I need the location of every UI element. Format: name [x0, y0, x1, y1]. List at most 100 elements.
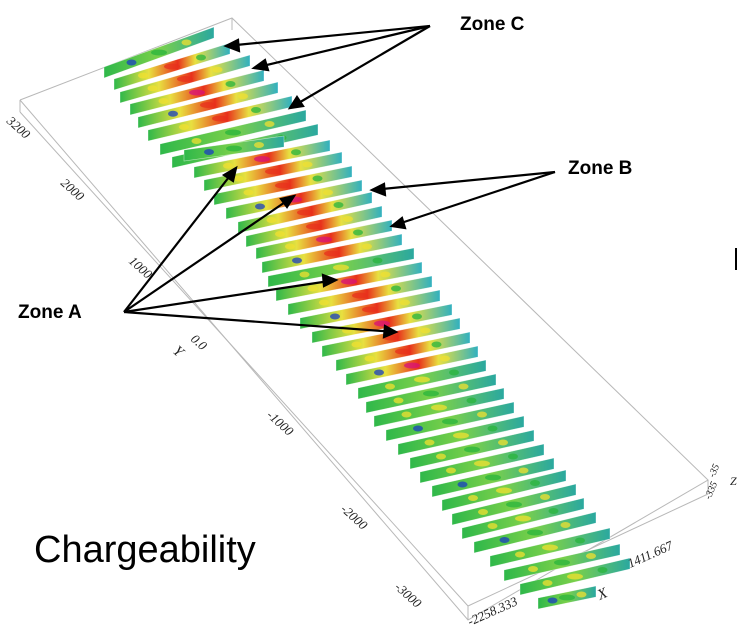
slice-blob — [306, 223, 322, 230]
slice-blob — [424, 439, 435, 446]
slice-blob — [554, 559, 570, 566]
slice-blob — [487, 523, 498, 529]
slice-blob — [464, 446, 480, 453]
slice-blob — [341, 278, 357, 285]
slice-blob — [458, 383, 469, 390]
annotation-arrows — [123, 24, 556, 339]
slice-blob — [343, 216, 353, 222]
slice-blob — [436, 453, 446, 460]
slice-blob — [575, 537, 585, 544]
slice-blob — [412, 313, 422, 320]
slice-blob — [353, 229, 363, 236]
slice-blob — [477, 411, 487, 418]
slice-blob — [266, 217, 277, 223]
slice-blob — [138, 72, 148, 79]
slice-blob — [254, 142, 264, 148]
z-tick-top: -35 — [707, 463, 722, 480]
slice-blob — [362, 243, 372, 250]
slice-blob — [404, 362, 420, 369]
slice-blob — [191, 138, 202, 144]
slice-blob — [362, 306, 378, 313]
slice-blob — [395, 348, 411, 355]
slice-blob — [586, 553, 596, 559]
slice-blob — [374, 320, 390, 327]
slice-blob — [374, 369, 384, 376]
slice-blob — [487, 425, 498, 432]
slice-blob — [323, 189, 333, 196]
slice-blob — [319, 299, 329, 306]
slice-blob — [333, 202, 344, 208]
chargeability-title: Chargeability — [34, 529, 256, 571]
slice-blob — [518, 467, 529, 474]
slice-blob — [485, 474, 501, 481]
slice-blob — [506, 501, 522, 508]
slice-blob — [515, 515, 531, 522]
slice-blob — [440, 355, 450, 362]
slice-blob — [212, 66, 223, 73]
section-slices — [103, 26, 631, 610]
slice-blob — [126, 59, 137, 66]
zone-b-label: Zone B — [568, 158, 632, 179]
x-axis-letter: X — [594, 585, 611, 604]
slice-blob — [560, 522, 571, 528]
slice-blob — [453, 432, 469, 439]
slice-blob — [212, 115, 228, 122]
slice-blob — [302, 161, 313, 168]
slice-blob — [449, 369, 459, 376]
slice-blob — [164, 63, 180, 70]
slice-blob — [400, 299, 410, 306]
slice-blob — [414, 376, 430, 383]
slice-blob — [324, 250, 340, 257]
slice-blob — [431, 341, 442, 348]
slice-blob — [498, 439, 508, 446]
slice-blob — [291, 149, 301, 156]
slice-blob — [255, 203, 265, 210]
slice-blob — [380, 271, 391, 278]
slice-blob — [312, 175, 323, 182]
slice-blob — [251, 107, 261, 113]
z-axis-letter: Z — [730, 474, 737, 488]
slice-blob — [351, 341, 362, 348]
slice-blob — [548, 508, 559, 514]
slice-blob — [468, 495, 478, 501]
slice-blob — [179, 124, 189, 130]
slice-blob — [158, 98, 169, 104]
slice-blob — [316, 236, 332, 243]
slice-blob — [508, 453, 518, 460]
slice-blob — [527, 529, 543, 536]
slice-blob — [391, 285, 401, 292]
slice-blob — [372, 257, 383, 264]
slice-blob — [151, 49, 167, 56]
slice-blob — [499, 537, 510, 543]
bounding-box — [19, 17, 709, 621]
y-tick-minus-2000: -2000 — [338, 501, 371, 533]
slice-blob — [225, 129, 241, 136]
slice-blob — [364, 355, 375, 362]
slice-blob — [330, 313, 340, 320]
slice-blob — [177, 76, 193, 82]
slice-blob — [275, 231, 285, 237]
slice-blob — [446, 467, 456, 474]
slice-blob — [196, 54, 206, 61]
slice-blob — [530, 480, 540, 486]
slice-blob — [496, 487, 512, 494]
y-tick-3200: 3200 — [3, 112, 33, 142]
x-tick-right: 1411.667 — [625, 537, 675, 570]
slice-blob — [147, 85, 158, 92]
slice-blob — [200, 102, 216, 108]
slice-blob — [597, 567, 608, 573]
z-tick-bottom: -335 — [703, 480, 721, 501]
y-tick-0: 0.0 — [188, 331, 210, 353]
slice-blob — [431, 404, 447, 411]
zone-c-label: Zone C — [460, 14, 525, 35]
slice-blob — [567, 573, 583, 580]
slice-blob — [401, 411, 412, 418]
slice-blob — [393, 397, 404, 404]
slice-blob — [299, 271, 310, 278]
slice-blob — [540, 494, 550, 500]
y-tick-minus-3000: -3000 — [392, 579, 425, 611]
slice-blob — [285, 243, 295, 250]
slice-blob — [225, 81, 236, 87]
slice-blob — [226, 145, 242, 152]
